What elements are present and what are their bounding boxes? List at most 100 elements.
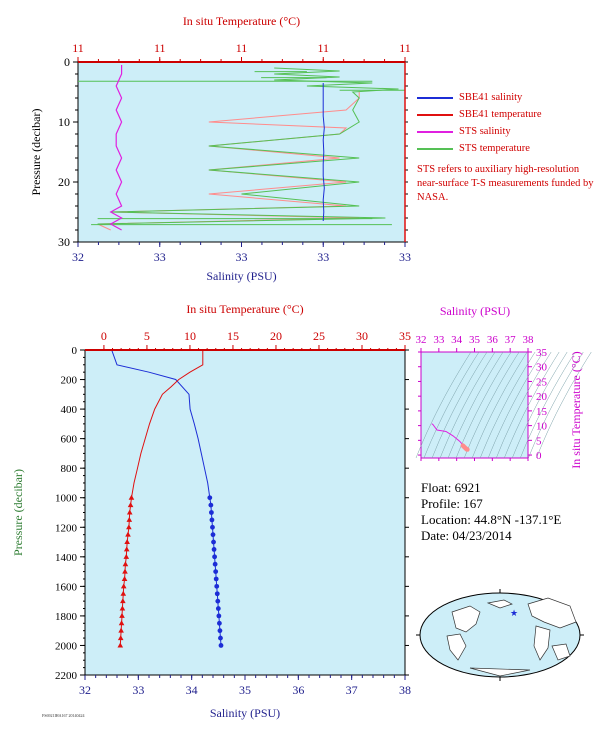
series-sts-salinity [109, 65, 123, 231]
top-tick-label: 11 [317, 41, 329, 55]
top-tick-label: 36 [487, 334, 499, 346]
salinity-point [207, 495, 213, 501]
top-tick-label: 25 [313, 329, 325, 343]
salinity-point [218, 635, 223, 641]
temperature-point [118, 620, 125, 626]
salinity-point [208, 502, 214, 508]
density-isoline [512, 351, 568, 459]
temperature-point [127, 502, 134, 508]
salinity-point [210, 524, 215, 530]
map-landmass [486, 599, 513, 609]
near-surface-panel: 11 32 11 33 11 33 11 33 11 33 0 10 20 30 In situ Tempe… [29, 14, 411, 283]
temperature-point [123, 553, 130, 559]
y-tick-label: 0 [64, 55, 70, 69]
bottom-axis-title: Salinity (PSU) [210, 706, 280, 720]
y-tick-label: 2200 [55, 670, 78, 682]
y-axis-title: Pressure (decibar) [11, 469, 25, 556]
float-id: Float: 6921 [421, 480, 481, 495]
salinity-point [214, 583, 220, 589]
y-tick-label: 800 [61, 463, 78, 475]
float-info: Float: 6921 Profile: 167 Location: 44.8°… [421, 480, 561, 544]
bottom-tick-label: 33 [399, 250, 411, 264]
temperature-point [128, 494, 135, 500]
density-isoline [431, 351, 488, 459]
legend-label: STS temperature [459, 143, 530, 154]
y-tick-label: 25 [536, 376, 548, 388]
density-isoline [415, 351, 472, 459]
top-tick-label: 33 [433, 334, 445, 346]
y-tick-label: 2000 [55, 640, 78, 652]
bottom-tick-label: 33 [317, 250, 329, 264]
density-isoline [463, 351, 520, 459]
bottom-tick-label: 33 [236, 250, 248, 264]
temperature-point [117, 635, 124, 641]
temperature-point [122, 568, 128, 574]
temperature-point [120, 590, 127, 596]
legend-label: SBE41 salinity [459, 92, 523, 103]
y-tick-label: 0 [72, 345, 78, 357]
bottom-axis-title: Salinity (PSU) [206, 269, 276, 283]
plot-area [84, 349, 406, 676]
temperature-point [119, 612, 125, 618]
temperature-point [126, 524, 132, 530]
top-tick-label: 34 [451, 334, 463, 346]
density-isoline [423, 351, 480, 459]
top-tick-label: 11 [236, 41, 248, 55]
series-sts-temperature [97, 67, 399, 225]
top-tick-label: 37 [505, 334, 517, 346]
y-axis-title: In situ Temperature (°C) [569, 351, 583, 468]
bottom-tick-label: 33 [154, 250, 166, 264]
world-map: ★ [416, 589, 584, 681]
ts-point [465, 447, 470, 452]
salinity-point [211, 539, 216, 545]
location: Location: 44.8°N -137.1°E [421, 512, 562, 527]
date: Date: 04/23/2014 [421, 528, 512, 543]
map-landmass [527, 597, 577, 629]
salinity-point [218, 643, 224, 648]
y-tick-label: 10 [58, 115, 70, 129]
top-tick-label: 10 [184, 329, 196, 343]
legend-label: SBE41 temperature [459, 109, 542, 120]
series-sbe41-salinity [322, 83, 325, 222]
temperature-point [126, 509, 133, 515]
y-tick-label: 35 [536, 347, 548, 359]
top-tick-label: 11 [399, 41, 411, 55]
y-tick-label: 30 [58, 235, 70, 249]
y-tick-label: 15 [536, 406, 548, 418]
density-isoline [439, 351, 496, 459]
top-tick-label: 11 [154, 41, 166, 55]
salinity-point [209, 517, 215, 523]
density-isoline [528, 351, 584, 459]
y-tick-label: 30 [536, 362, 548, 374]
salinity-point [212, 554, 218, 560]
salinity-point [217, 628, 223, 634]
top-tick-label: 35 [399, 329, 411, 343]
temperature-point [119, 605, 126, 611]
file-stamp: FS6921IHA167 20140424 [42, 713, 85, 718]
y-tick-label: 20 [536, 391, 548, 403]
salinity-point [215, 606, 221, 611]
sts-note: STS refers to auxiliary high-resolution … [417, 164, 594, 203]
temperature-point [118, 627, 124, 633]
density-isoline [447, 351, 504, 459]
y-axis-title: Pressure (decibar) [29, 109, 43, 196]
y-tick-label: 1400 [55, 552, 78, 564]
temperature-point [126, 516, 133, 522]
bottom-tick-label: 34 [186, 683, 198, 697]
density-isoline [496, 351, 552, 459]
top-tick-label: 20 [270, 329, 282, 343]
profile-number: Profile: 167 [421, 496, 483, 511]
float-location-marker: ★ [510, 609, 518, 619]
salinity-point [216, 613, 222, 619]
plot-area [420, 351, 529, 459]
salinity-point [212, 561, 218, 567]
salinity-point [211, 547, 217, 552]
salinity-point [210, 532, 216, 538]
ts-diagram-panel: 32 33 34 35 36 37 38 0 5 10 15 20 25 30 35 Salinity (PS… [416, 304, 592, 469]
y-tick-label: 1600 [55, 581, 78, 593]
bottom-tick-label: 32 [79, 683, 91, 697]
density-isoline [504, 351, 560, 459]
salinity-point [209, 510, 214, 515]
temperature-point [125, 531, 131, 537]
